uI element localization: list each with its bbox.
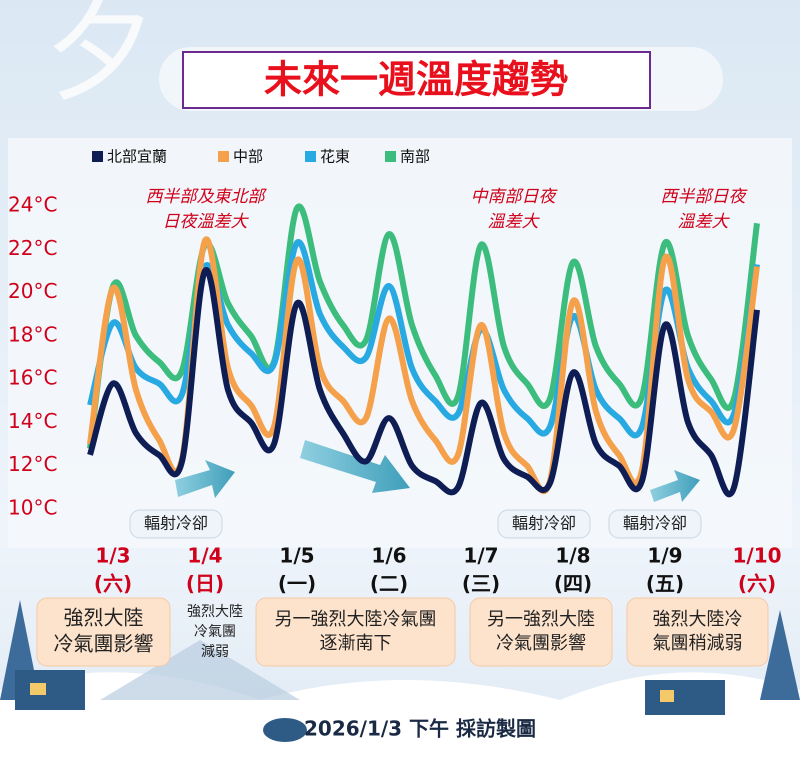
date-label: 1/8 <box>555 544 590 568</box>
date-label: 1/10 <box>732 544 781 568</box>
annotation: 西半部及東北部 <box>146 187 268 207</box>
weekday-label: (一) <box>278 572 316 596</box>
note: 強烈大陸冷 <box>653 609 743 630</box>
tag: 輻射冷卻 <box>144 514 208 533</box>
legend-swatch <box>92 151 103 162</box>
weekday-label: (四) <box>554 572 592 596</box>
weekday-label: (六) <box>738 572 776 596</box>
annotation: 日夜溫差大 <box>163 212 250 232</box>
house <box>15 670 85 710</box>
hill <box>100 640 300 700</box>
annotation: 溫差大 <box>488 212 541 232</box>
date-label: 1/4 <box>187 544 222 568</box>
legend-swatch <box>305 151 316 162</box>
note: 冷氣團 <box>194 624 236 640</box>
date-label: 1/3 <box>95 544 130 568</box>
weekday-label: (三) <box>462 572 500 596</box>
note: 強烈大陸 <box>187 604 243 620</box>
legend-label: 南部 <box>400 148 430 166</box>
chart-title: 未來一週溫度趨勢 <box>264 58 568 102</box>
y-tick-label: 20°C <box>8 279 57 303</box>
y-tick-label: 18°C <box>8 322 57 346</box>
arrow <box>175 460 235 498</box>
arrow <box>300 440 410 493</box>
y-tick-label: 10°C <box>8 496 57 520</box>
tag-box <box>608 509 702 539</box>
legend-label: 北部宜蘭 <box>107 148 167 166</box>
note: 另一強烈大陸 <box>487 609 595 630</box>
y-tick-label: 24°C <box>8 193 57 217</box>
date-label: 1/5 <box>279 544 314 568</box>
tag-box <box>497 509 591 539</box>
weekday-label: (六) <box>94 572 132 596</box>
window <box>30 683 46 695</box>
y-tick-label: 22°C <box>8 236 57 260</box>
series-line <box>87 267 760 498</box>
note-box <box>469 597 613 667</box>
note-box <box>626 597 769 667</box>
tag: 輻射冷卻 <box>623 514 687 533</box>
date-label: 1/6 <box>371 544 406 568</box>
tag: 輻射冷卻 <box>512 514 576 533</box>
window <box>660 690 674 702</box>
weekday-label: (二) <box>370 572 408 596</box>
tag-box <box>129 509 223 539</box>
date-label: 1/9 <box>647 544 682 568</box>
arrow <box>650 470 700 502</box>
tree <box>760 610 800 700</box>
date-label: 1/7 <box>463 544 498 568</box>
legend-label: 花東 <box>320 148 350 166</box>
legend-label: 中部 <box>233 148 263 166</box>
note-box <box>36 597 171 667</box>
annotation: 中南部日夜 <box>471 187 559 207</box>
note: 減弱 <box>201 643 229 660</box>
y-tick-label: 12°C <box>8 452 57 476</box>
legend-swatch <box>218 151 229 162</box>
title-box <box>182 51 651 109</box>
note: 強烈大陸 <box>64 606 144 630</box>
annotation: 溫差大 <box>678 212 731 232</box>
legend-swatch <box>385 151 396 162</box>
weekday-label: (日) <box>186 572 224 596</box>
annotation: 西半部日夜 <box>661 187 749 207</box>
house <box>645 680 725 715</box>
y-tick-label: 16°C <box>8 366 57 390</box>
note: 冷氣團影響 <box>54 632 154 656</box>
logo <box>263 718 307 742</box>
footer: 2026/1/3 下午 採訪製圖 <box>304 717 536 741</box>
note-box <box>255 597 456 667</box>
y-tick-label: 14°C <box>8 409 57 433</box>
note: 逐漸南下 <box>320 633 392 654</box>
decoration: 夕 <box>45 0 155 116</box>
weekday-label: (五) <box>646 572 684 596</box>
note: 氣團稍減弱 <box>653 633 743 654</box>
note: 冷氣團影響 <box>496 633 586 654</box>
note: 另一強烈大陸冷氣團 <box>275 609 437 630</box>
